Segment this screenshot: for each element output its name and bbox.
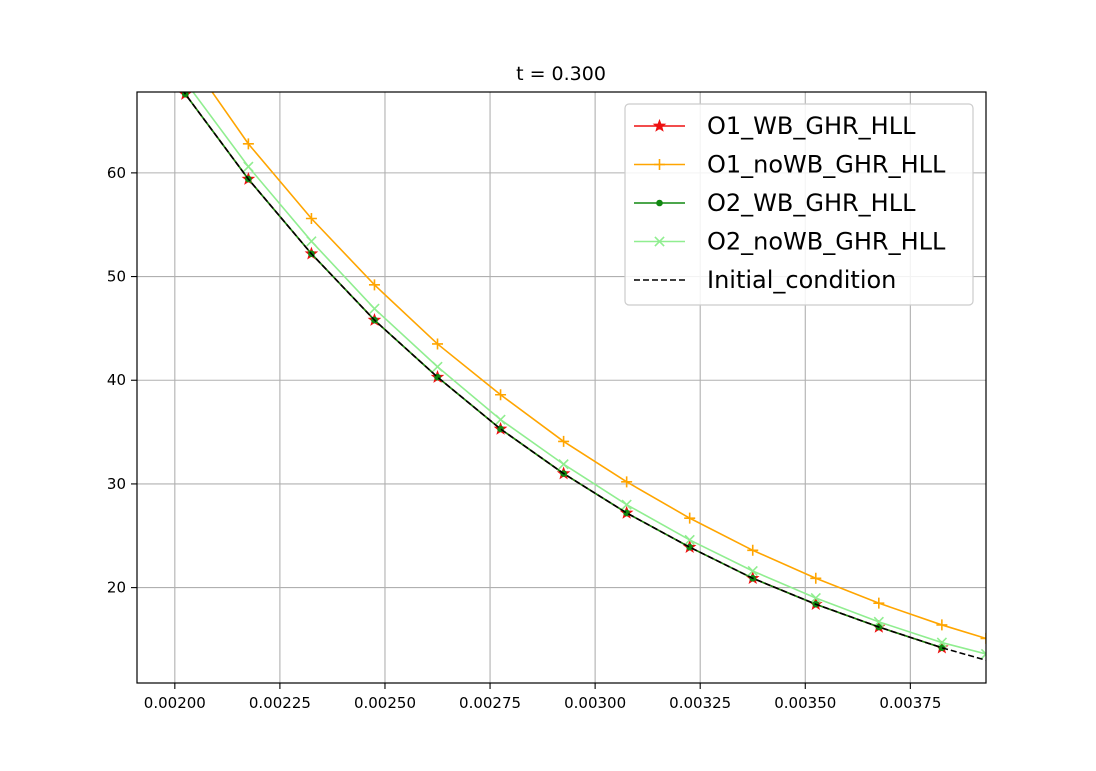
y-tick-label: 40 (107, 371, 126, 389)
data-point (686, 543, 693, 551)
legend-swatch-marker (654, 159, 665, 170)
data-point (432, 338, 444, 350)
data-point (980, 648, 986, 660)
data-point (243, 161, 254, 172)
data-point (747, 544, 759, 556)
series-4 (183, 92, 986, 661)
legend-label: O2_noWB_GHR_HLL (707, 228, 946, 256)
data-point (495, 414, 506, 425)
data-point (558, 459, 569, 470)
data-point (182, 92, 189, 98)
legend-label: O1_WB_GHR_HLL (707, 112, 916, 140)
data-point (936, 637, 948, 648)
x-tick-label: 0.00375 (879, 694, 941, 712)
x-tick-label: 0.00325 (669, 694, 731, 712)
x-tick-label: 0.00225 (249, 694, 311, 712)
x-tick-label: 0.00200 (144, 694, 206, 712)
chart-title: t = 0.300 (516, 63, 606, 85)
legend-entry: O1_WB_GHR_HLL (634, 112, 916, 140)
data-point (747, 565, 758, 577)
legend-label: Initial_condition (707, 266, 896, 294)
y-tick-label: 30 (107, 475, 126, 493)
data-point (369, 303, 380, 314)
data-point (621, 499, 632, 510)
data-point (938, 644, 946, 652)
data-point (306, 236, 317, 247)
legend: O1_WB_GHR_HLL O1_noWB_GHR_HLL O2_WB_GHR_HL… (624, 103, 974, 306)
y-tick-label: 50 (107, 268, 126, 286)
series-line (183, 92, 986, 661)
legend-entry: O2_noWB_GHR_HLL (634, 228, 946, 256)
data-point (305, 212, 317, 224)
axis-layer: 0.00200 0.00225 0.00250 0.00275 0.00300 0.003… (107, 164, 941, 712)
legend-entry: O2_WB_GHR_HLL (634, 189, 916, 217)
x-tick-label: 0.00350 (774, 694, 836, 712)
series-3 (192, 92, 986, 660)
data-point (621, 476, 633, 488)
data-point (810, 592, 821, 604)
data-point (242, 138, 254, 150)
plot-frame (136, 91, 987, 684)
series-1 (211, 92, 986, 644)
data-point (495, 389, 507, 401)
data-point (810, 572, 822, 584)
x-tick-label: 0.00275 (459, 694, 521, 712)
x-tick-label: 0.00300 (564, 694, 626, 712)
legend-swatch-marker (656, 199, 663, 207)
data-point (684, 534, 695, 546)
legend-swatch-marker (654, 236, 665, 247)
data-point (558, 435, 570, 447)
data-point (980, 632, 986, 644)
data-point (936, 619, 948, 631)
legend-swatch-marker (652, 118, 667, 132)
legend-box (624, 103, 974, 306)
legend-entry: O1_noWB_GHR_HLL (634, 151, 946, 179)
x-tick-label: 0.00250 (354, 694, 416, 712)
data-point (432, 361, 443, 372)
series-line (192, 92, 986, 655)
data-point (873, 597, 885, 609)
data-point (368, 279, 380, 291)
legend-label: O2_WB_GHR_HLL (707, 189, 916, 217)
y-tick-label: 60 (107, 164, 126, 182)
data-point (873, 616, 884, 627)
legend-entry: Initial_condition (634, 266, 896, 294)
data-point (684, 512, 696, 524)
legend-label: O1_noWB_GHR_HLL (707, 151, 946, 179)
y-tick-label: 20 (107, 579, 126, 597)
series-layer (178, 92, 986, 661)
series-line (211, 92, 986, 640)
